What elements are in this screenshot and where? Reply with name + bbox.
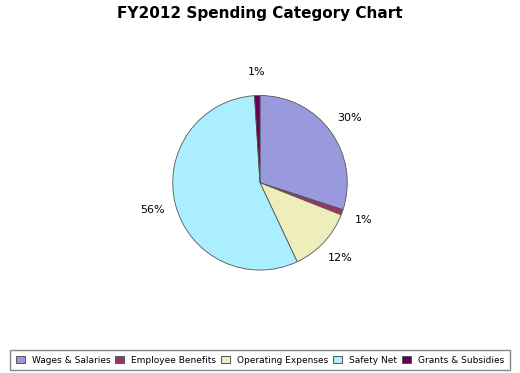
Wedge shape xyxy=(260,183,343,215)
Text: 12%: 12% xyxy=(328,253,353,263)
Wedge shape xyxy=(260,183,341,262)
Title: FY2012 Spending Category Chart: FY2012 Spending Category Chart xyxy=(117,6,403,21)
Text: 1%: 1% xyxy=(248,67,265,77)
Text: 1%: 1% xyxy=(355,215,373,225)
Wedge shape xyxy=(173,95,297,270)
Wedge shape xyxy=(254,95,260,183)
Text: 56%: 56% xyxy=(140,205,165,215)
Wedge shape xyxy=(260,95,347,210)
Legend: Wages & Salaries, Employee Benefits, Operating Expenses, Safety Net, Grants & Su: Wages & Salaries, Employee Benefits, Ope… xyxy=(10,351,510,370)
Text: 30%: 30% xyxy=(337,113,362,123)
